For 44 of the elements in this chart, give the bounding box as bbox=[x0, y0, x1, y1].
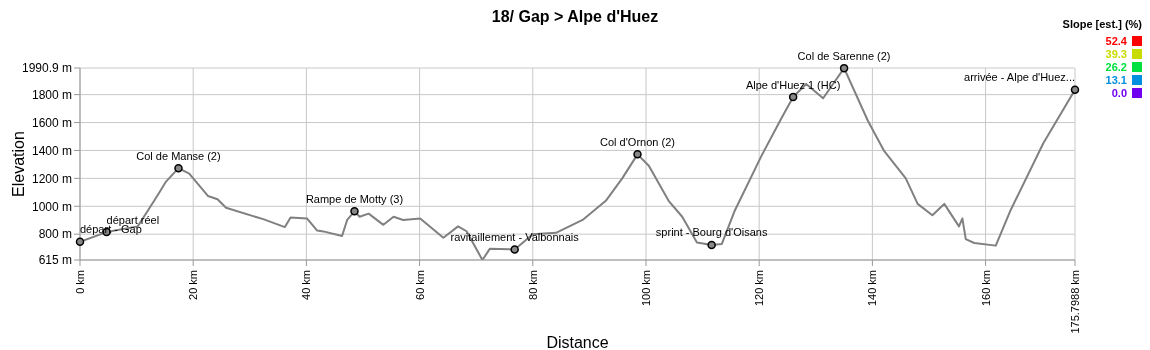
x-tick-label: 175.7988 km bbox=[1069, 270, 1081, 334]
point bbox=[633, 150, 642, 159]
annotation: Rampe de Motty (3) bbox=[305, 192, 404, 205]
chart-title: 18/ Gap > Alpe d'Huez bbox=[491, 8, 659, 25]
y-tick-label: 1800 m bbox=[31, 87, 72, 102]
x-tick-label: 60 km bbox=[413, 270, 426, 300]
color-bar-label: 52.4 bbox=[1105, 34, 1127, 47]
point bbox=[510, 245, 519, 254]
y-axis-title: Elevation bbox=[9, 131, 27, 197]
color-bar-label: 26.2 bbox=[1105, 60, 1127, 73]
annotation: Col de Sarenne (2) bbox=[797, 49, 891, 62]
color-bar-label: 39.3 bbox=[1105, 47, 1127, 60]
y-tick-label: 1400 m bbox=[31, 143, 72, 158]
annotation: arrivée - Alpe d'Huez... bbox=[964, 71, 1075, 84]
point bbox=[707, 240, 716, 250]
color-bar-title: Slope [est.] (%) bbox=[1061, 18, 1142, 30]
y-tick-label: 800 m bbox=[38, 227, 72, 242]
point bbox=[174, 163, 183, 173]
annotation: Col d'Ornon (2) bbox=[600, 135, 675, 148]
point bbox=[75, 237, 85, 246]
y-tick-label: 1990.9 m bbox=[21, 61, 72, 76]
y-tick-label: 1200 m bbox=[31, 171, 72, 186]
annotation: ravitaillement - Valbonnais bbox=[450, 230, 580, 243]
annotation: Alpe d'Huez 1 (HC) bbox=[745, 78, 841, 91]
color-bar-label: 13.1 bbox=[1105, 73, 1127, 86]
y-tick-label: 1600 m bbox=[31, 115, 72, 130]
x-tick-label: 120 km bbox=[753, 270, 766, 307]
x-tick-label: 20 km bbox=[187, 270, 200, 300]
x-tick-label: 100 km bbox=[639, 270, 652, 307]
point bbox=[1070, 85, 1080, 95]
y-tick-label: 1000 m bbox=[31, 199, 72, 214]
y-tick-label: 615 m bbox=[38, 253, 72, 268]
x-tick-label: 140 km bbox=[866, 270, 879, 307]
x-tick-label: 40 km bbox=[300, 270, 313, 300]
x-axis-title: Distance bbox=[546, 334, 609, 350]
x-tick-label: 160 km bbox=[979, 270, 992, 307]
x-tick-label: 0 km bbox=[74, 270, 86, 294]
color-bar-label: 0.0 bbox=[1111, 86, 1127, 99]
point bbox=[788, 92, 798, 102]
annotation: Col de Manse (2) bbox=[136, 149, 221, 162]
x-tick-label: 80 km bbox=[526, 270, 539, 300]
point bbox=[350, 207, 359, 216]
annotation: sprint - Bourg d'Oisans bbox=[655, 226, 768, 239]
point bbox=[839, 63, 849, 73]
